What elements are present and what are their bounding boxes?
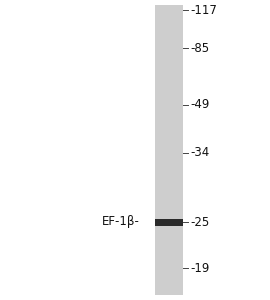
Text: -34: -34 <box>190 146 209 160</box>
Bar <box>155 226 183 228</box>
Bar <box>155 218 183 226</box>
Text: EF-1β-: EF-1β- <box>102 215 140 229</box>
Bar <box>155 215 183 218</box>
Text: -49: -49 <box>190 98 209 112</box>
Text: -117: -117 <box>190 4 217 16</box>
Text: -19: -19 <box>190 262 209 275</box>
Text: -25: -25 <box>190 215 209 229</box>
Text: -85: -85 <box>190 41 209 55</box>
Bar <box>155 5 183 295</box>
Bar <box>155 226 183 228</box>
Bar <box>155 215 183 217</box>
